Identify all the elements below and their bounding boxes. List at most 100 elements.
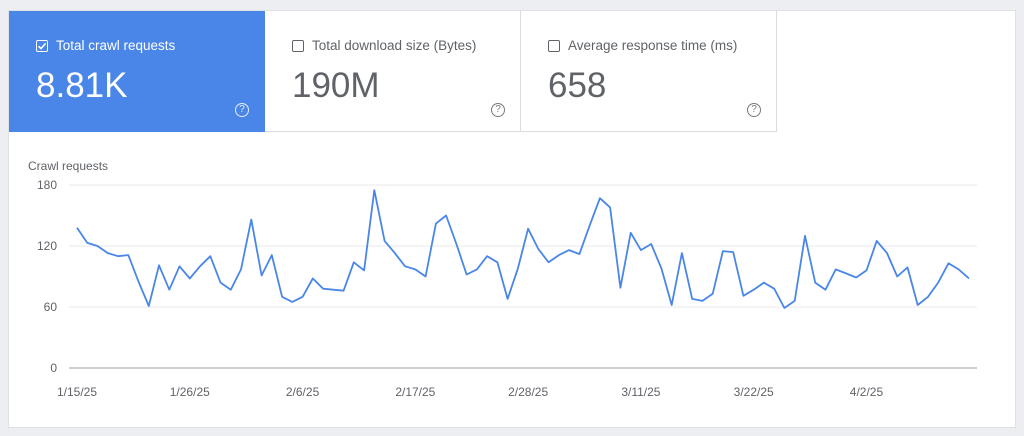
data-point[interactable]: [515, 265, 521, 271]
data-point[interactable]: [474, 266, 480, 272]
data-point[interactable]: [566, 247, 572, 253]
data-point[interactable]: [638, 247, 644, 253]
data-point[interactable]: [966, 276, 972, 282]
data-point[interactable]: [269, 252, 275, 258]
data-point[interactable]: [556, 252, 562, 258]
metric-tabs: Total crawl requests 8.81K ? Total downl…: [9, 11, 777, 132]
data-point[interactable]: [341, 288, 347, 294]
data-point[interactable]: [453, 241, 459, 247]
data-point[interactable]: [279, 294, 285, 300]
data-point[interactable]: [259, 272, 265, 278]
data-point[interactable]: [310, 276, 316, 282]
data-point[interactable]: [330, 287, 336, 293]
data-point[interactable]: [730, 249, 736, 255]
data-point[interactable]: [95, 243, 101, 249]
data-point[interactable]: [412, 266, 418, 272]
data-point[interactable]: [320, 286, 326, 292]
metric-average-response-time[interactable]: Average response time (ms) 658 ?: [521, 11, 777, 132]
data-point[interactable]: [505, 296, 511, 302]
data-point[interactable]: [535, 246, 541, 252]
data-point[interactable]: [802, 233, 808, 239]
data-point[interactable]: [84, 240, 90, 246]
data-point[interactable]: [576, 251, 582, 257]
data-point[interactable]: [197, 263, 203, 269]
data-point[interactable]: [597, 195, 603, 201]
help-circle-icon[interactable]: ?: [235, 103, 249, 117]
checkbox-checked-icon[interactable]: [36, 39, 48, 52]
data-point[interactable]: [402, 263, 408, 269]
data-point[interactable]: [248, 217, 254, 223]
data-point[interactable]: [925, 294, 931, 300]
data-point[interactable]: [207, 253, 213, 259]
data-point[interactable]: [648, 241, 654, 247]
data-point[interactable]: [771, 286, 777, 292]
data-point[interactable]: [587, 223, 593, 229]
data-point[interactable]: [115, 253, 121, 259]
data-point[interactable]: [177, 263, 183, 269]
data-point[interactable]: [689, 296, 695, 302]
data-point[interactable]: [833, 266, 839, 272]
data-point[interactable]: [300, 294, 306, 300]
data-point[interactable]: [238, 266, 244, 272]
metric-header: Average response time (ms): [548, 38, 737, 53]
data-point[interactable]: [935, 280, 941, 286]
help-circle-icon[interactable]: ?: [747, 103, 761, 117]
data-point[interactable]: [464, 271, 470, 277]
checkbox-unchecked-icon[interactable]: [292, 39, 304, 52]
data-point[interactable]: [371, 187, 377, 193]
data-point[interactable]: [136, 279, 142, 285]
data-point[interactable]: [792, 298, 798, 304]
data-point[interactable]: [443, 213, 449, 219]
data-point[interactable]: [433, 221, 439, 227]
data-point[interactable]: [710, 291, 716, 297]
data-point[interactable]: [607, 204, 613, 210]
data-point[interactable]: [351, 259, 357, 265]
data-point[interactable]: [781, 305, 787, 311]
data-point[interactable]: [679, 250, 685, 256]
data-point[interactable]: [904, 264, 910, 270]
data-point[interactable]: [361, 267, 367, 273]
data-point[interactable]: [617, 285, 623, 291]
data-point[interactable]: [874, 238, 880, 244]
data-point[interactable]: [484, 253, 490, 259]
data-point[interactable]: [105, 250, 111, 256]
checkbox-unchecked-icon[interactable]: [548, 39, 560, 52]
data-point[interactable]: [494, 259, 500, 265]
data-point[interactable]: [853, 275, 859, 281]
data-point[interactable]: [843, 270, 849, 276]
data-point[interactable]: [812, 280, 818, 286]
data-point[interactable]: [423, 274, 429, 280]
data-point[interactable]: [74, 225, 80, 231]
data-point[interactable]: [228, 287, 234, 293]
data-point[interactable]: [699, 298, 705, 304]
data-point[interactable]: [392, 250, 398, 256]
help-circle-icon[interactable]: ?: [491, 103, 505, 117]
data-point[interactable]: [166, 287, 172, 293]
data-point[interactable]: [187, 276, 193, 282]
data-point[interactable]: [894, 274, 900, 280]
data-point[interactable]: [751, 287, 757, 293]
data-point[interactable]: [125, 252, 131, 258]
data-point[interactable]: [915, 302, 921, 308]
data-point[interactable]: [382, 238, 388, 244]
metric-total-download-size[interactable]: Total download size (Bytes) 190M ?: [265, 11, 521, 132]
data-point[interactable]: [156, 262, 162, 268]
data-point[interactable]: [822, 287, 828, 293]
data-point[interactable]: [956, 266, 962, 272]
data-point[interactable]: [628, 230, 634, 236]
data-point[interactable]: [863, 267, 869, 273]
data-point[interactable]: [669, 302, 675, 308]
data-point[interactable]: [146, 303, 152, 309]
data-point[interactable]: [525, 226, 531, 232]
data-point[interactable]: [945, 260, 951, 266]
data-point[interactable]: [218, 280, 224, 286]
data-point[interactable]: [720, 248, 726, 254]
data-point[interactable]: [658, 265, 664, 271]
data-point[interactable]: [740, 293, 746, 299]
metric-total-crawl-requests[interactable]: Total crawl requests 8.81K ?: [9, 11, 265, 132]
data-point[interactable]: [884, 250, 890, 256]
data-point[interactable]: [761, 280, 767, 286]
data-point[interactable]: [546, 259, 552, 265]
chart-title: Crawl requests: [28, 159, 109, 173]
data-point[interactable]: [289, 299, 295, 305]
